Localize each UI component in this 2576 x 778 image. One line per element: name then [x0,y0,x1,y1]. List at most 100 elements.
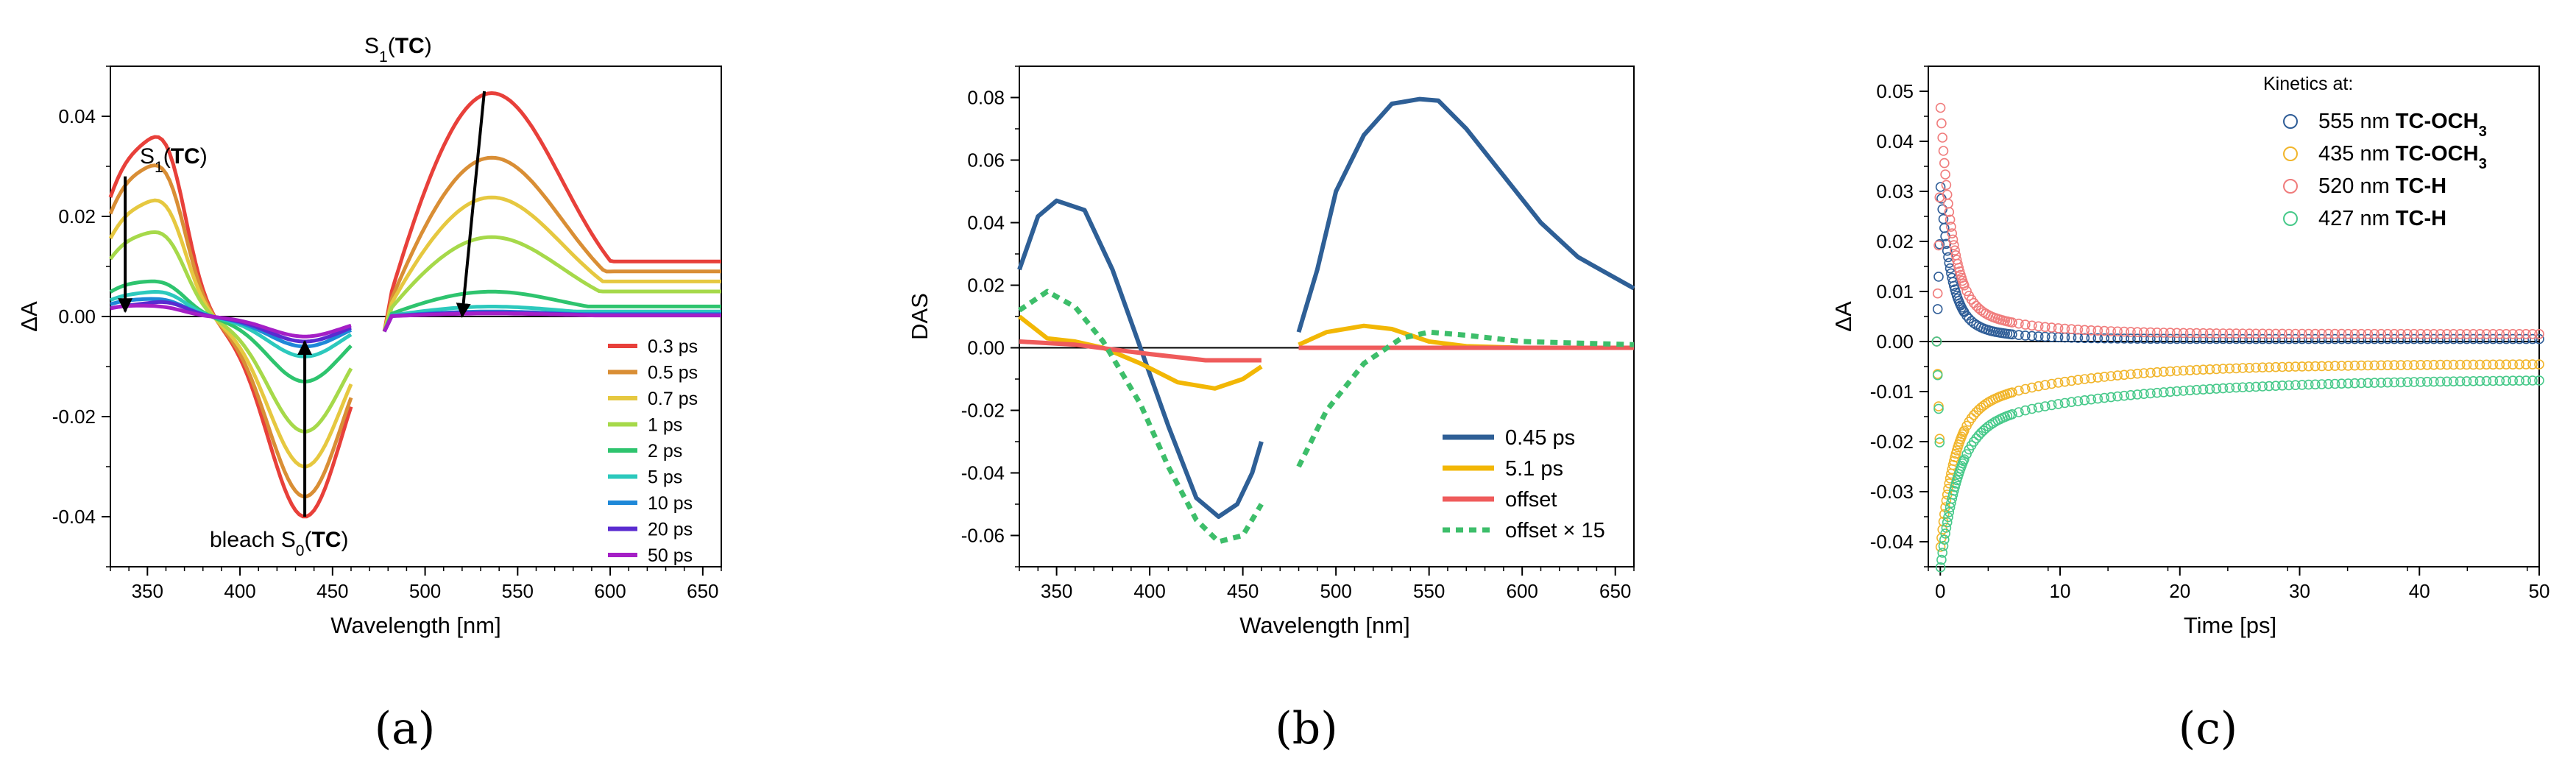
chart-c-data-point [1959,425,1970,436]
chart-c-data-point [2007,317,2017,328]
chart-c-data-point [2132,333,2142,344]
chart-c-data-point [2382,377,2393,388]
chart-b-series [1017,96,1635,545]
chart-c-data-point [1932,369,1943,381]
chart-c-legend-label-part: 435 nm [2318,142,2396,166]
chart-c-data-point [2435,376,2446,387]
chart-c-data-point [2474,375,2485,386]
chart-c-data-point [2461,333,2472,344]
chart-c-data-point [2053,378,2064,388]
chart-c-data-point [1935,182,1946,192]
chart-c-data-point [1933,240,1944,251]
chart-c-data-point [2435,359,2446,370]
chart-c-data-point [2033,321,2044,332]
chart-c-data-point [2244,333,2254,344]
chart-c-data-point [2329,378,2340,389]
chart-c-data-point [2402,360,2413,370]
chart-c-data-point [2191,333,2202,344]
chart-c-data-point [2139,327,2149,338]
chart-c-data-point [2112,326,2123,337]
chart-a-xtick-label: 450 [316,580,348,602]
chart-c-legend-label-part: TC-H [2396,207,2446,230]
chart-c-data-point [2251,333,2261,344]
chart-b-series-line [1018,314,1263,391]
chart-c-data-point [2126,369,2136,380]
chart-c-data-point [2336,328,2347,339]
chart-c-data-point [2112,370,2123,381]
chart-c-data-point [2106,392,2116,403]
chart-c-data-point [2389,377,2399,388]
chart-c-data-point [2481,359,2492,370]
chart-c-data-point [2448,376,2459,387]
chart-c-ytick-label: -0.02 [1870,431,1914,453]
chart-c-data-point [2165,366,2176,377]
chart-b-xtick-label: 550 [1413,580,1445,602]
chart-c-data-point [2014,330,2024,341]
chart-c-data-point [1969,436,1979,447]
chart-a-series-line [109,230,353,434]
chart-c-data-point [2237,382,2248,393]
chart-c-data-point [2514,375,2524,386]
chart-c-data-point [2271,328,2281,339]
chart-c-data-point [2126,333,2136,344]
chart-c-data-point [1936,554,1947,565]
chart-a-series-line [110,303,352,339]
chart-c-data-point [2033,381,2044,392]
chart-c-legend-marker [2283,211,2298,226]
chart-c-data-point [2139,368,2149,378]
chart-c-data-point [2053,323,2064,333]
chart-c-data-point [2139,333,2149,344]
chart-a-series-line [382,155,721,332]
chart-a-arrow [456,91,486,318]
chart-c-data-point [2204,328,2215,339]
chart-c-data-point [2119,390,2129,401]
annotation-s1-left: S1(TC) [140,144,208,176]
chart-c-data-point [2119,369,2129,381]
annotation-s1-left-part: TC [171,144,200,169]
chart-c-data-point [2534,328,2544,339]
chart-c-data-point [2086,333,2097,344]
chart-c-data-point [2297,328,2307,339]
chart-b-series-line [1019,339,1262,363]
chart-c-data-point [2237,333,2248,344]
chart-c-data-point [2244,362,2254,373]
chart-c-data-point [2316,379,2327,389]
chart-c-data-point [2152,333,2162,344]
chart-c-data-point [2323,361,2334,372]
chart-c-data-point [1934,238,1945,250]
annotation-s1-left-part: ) [200,144,208,169]
chart-c-data-point [2284,361,2294,372]
chart-c-data-point [2290,328,2301,339]
chart-b-xtick-label: 650 [1599,580,1631,602]
chart-b-ytick-label: 0.06 [967,149,1005,171]
chart-c-data-point [2448,359,2459,370]
chart-a-legend-label: 5 ps [648,467,682,488]
chart-c-data-point [2448,328,2459,339]
chart-c-data-point [2488,333,2499,344]
annotation-s1-right-part: TC [395,34,425,58]
chart-c-data-point [2184,385,2195,396]
chart-c-data-point [2323,378,2334,389]
chart-c-data-point [1933,401,1944,411]
chart-c-data-point [2396,360,2406,370]
chart-c-data-point [2211,328,2222,339]
chart-c-data-point [2494,333,2505,344]
chart-a-ytick-label: 0.02 [58,205,96,227]
chart-c-data-point [2059,397,2070,409]
chart-c-ylabel: ΔA [1830,301,1856,332]
chart-c-data-point [2481,375,2492,386]
chart-b-legend: 0.45 ps 5.1 ps offset offset × 15 [1443,426,1605,542]
chart-c-data-point [2073,396,2084,406]
chart-c-data-point [2014,407,2024,417]
chart-a-series-line [108,198,353,469]
chart-c-data-point [2178,365,2189,376]
chart-c-data-point [2534,333,2544,344]
chart-c-data-point [1947,489,1958,500]
chart-c-data-point [2488,375,2499,386]
chart-c-data-point [2007,409,2017,420]
chart-c-data-point [2079,395,2090,406]
chart-b-ytick-label: -0.02 [961,400,1005,422]
chart-c-data-point [2237,328,2248,339]
chart-c-ytick-label: 0.02 [1876,230,1914,252]
chart-c-data-point [2409,360,2419,370]
